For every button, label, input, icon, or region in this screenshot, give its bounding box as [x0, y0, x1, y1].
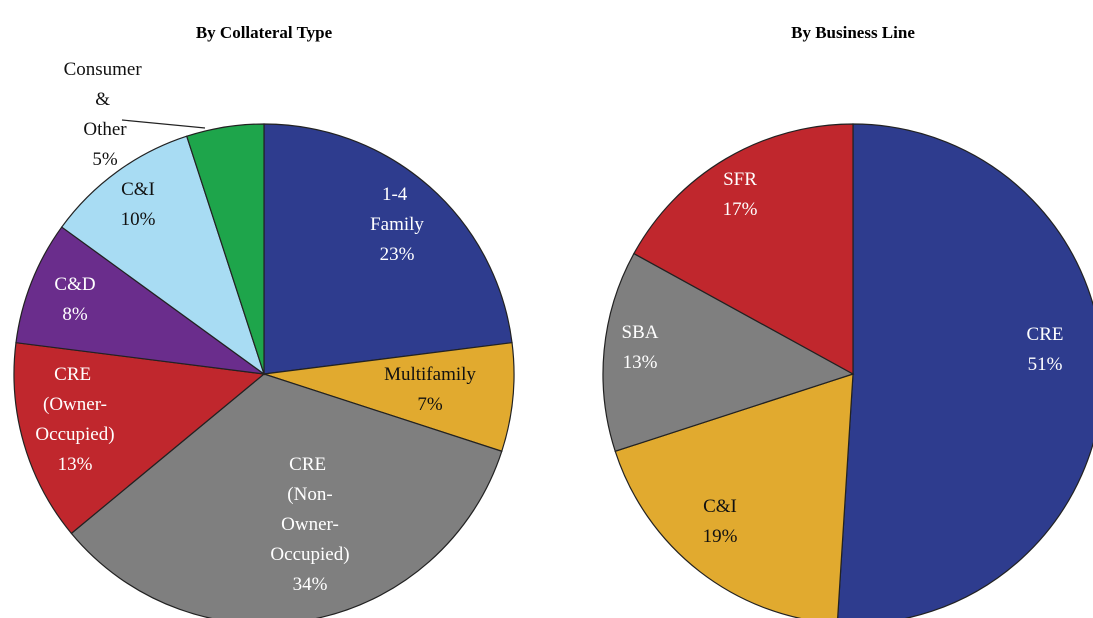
slice-value-label: 51% — [1028, 354, 1063, 375]
slice-label: SBA — [622, 322, 659, 343]
slice-value-label: 5% — [92, 149, 118, 170]
pie-slice — [13, 341, 266, 535]
label-line: Family — [370, 214, 424, 235]
slice-value-label: 8% — [62, 304, 88, 325]
label-line: & — [95, 89, 115, 110]
label-line: (Owner- — [43, 394, 107, 415]
label-line: SFR — [723, 169, 757, 190]
slice-label: SFR — [723, 169, 757, 190]
pie-slice — [185, 123, 265, 375]
pie-slice — [602, 252, 855, 453]
slice-label: CRE (Non- Owner- Occupied) — [270, 454, 349, 565]
pie-slice — [70, 373, 503, 618]
slice-value-label: 7% — [417, 394, 443, 415]
pie-slice — [263, 123, 513, 375]
pie-slice — [263, 341, 515, 453]
label-line: C&I — [703, 496, 737, 517]
leader-line — [121, 119, 206, 129]
pie-slice — [15, 226, 265, 375]
slice-label: Consumer & Other — [64, 59, 147, 140]
label-line: 1-4 — [382, 184, 412, 205]
pie-slice — [837, 123, 1093, 618]
label-line: CRE — [1027, 324, 1064, 345]
slice-value-label: 13% — [623, 352, 658, 373]
label-line: Consumer — [64, 59, 147, 80]
pie-slice — [633, 123, 854, 376]
label-line: Owner- — [281, 514, 339, 535]
label-line: Occupied) — [270, 544, 349, 565]
label-line: SBA — [622, 322, 659, 343]
slice-label: C&D — [54, 274, 95, 295]
slice-label: CRE — [1027, 324, 1064, 345]
chart-title: By Business Line — [791, 23, 915, 42]
chart-title: By Collateral Type — [196, 23, 333, 42]
label-line: CRE — [54, 364, 96, 385]
label-line: Occupied) — [35, 424, 114, 445]
label-line: CRE — [289, 454, 331, 475]
label-line: Multifamily — [384, 364, 476, 385]
slice-value-label: 19% — [703, 526, 738, 547]
slice-label: Multifamily — [384, 364, 476, 385]
label-line: Other — [83, 119, 127, 140]
label-line: (Non- — [287, 484, 332, 505]
label-line: C&D — [54, 274, 95, 295]
slice-label: 1-4 Family — [370, 184, 424, 235]
slice-value-label: 10% — [121, 209, 156, 230]
pie-slice — [60, 135, 266, 376]
slice-value-label: 34% — [293, 574, 328, 595]
slice-label: C&I — [703, 496, 737, 517]
slice-value-label: 23% — [380, 244, 415, 265]
pie-slice — [614, 373, 854, 618]
slice-value-label: 13% — [58, 454, 93, 475]
slice-value-label: 17% — [723, 199, 758, 220]
slice-label: C&I — [121, 179, 155, 200]
slice-label: CRE (Owner- Occupied) — [35, 364, 114, 445]
label-line: C&I — [121, 179, 155, 200]
